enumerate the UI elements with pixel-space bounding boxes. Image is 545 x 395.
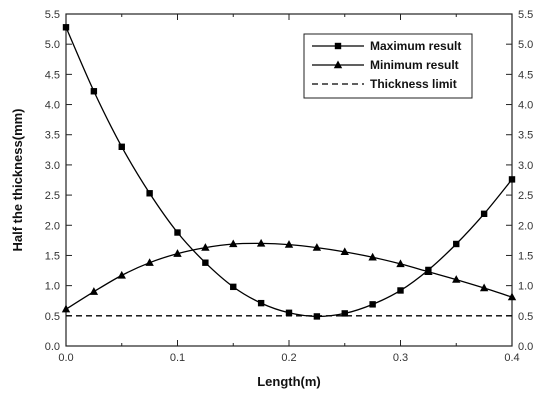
maximum-result-point xyxy=(285,309,293,316)
minimum-result-point xyxy=(145,258,154,266)
maximum-result-point xyxy=(453,240,460,248)
x-tick-label: 0.1 xyxy=(170,352,185,364)
minimum-result-point xyxy=(312,243,322,251)
y-tick-label: 1.0 xyxy=(45,281,60,293)
y-axis-label: Half the thickness(mm) xyxy=(10,108,25,251)
minimum-result-point xyxy=(368,252,377,261)
minimum-result-point xyxy=(340,247,349,256)
ticks-layer: 0.0 0.1 0.2 0.3 0.40.00.51.01.52.02.53.03.54… xyxy=(45,9,534,364)
right-y-tick-label: 4.5 xyxy=(518,69,533,81)
minimum-result-point xyxy=(201,243,210,251)
minimum-result-point xyxy=(396,259,405,268)
series-layer xyxy=(61,24,517,320)
x-tick-label: 0.2 xyxy=(281,352,296,364)
right-y-tick-label: 5.0 xyxy=(518,39,533,51)
minimum-result-point xyxy=(256,238,266,247)
right-y-tick-label: 3.5 xyxy=(518,130,533,142)
maximum-result-point xyxy=(146,190,153,197)
y-tick-label: 5.0 xyxy=(45,39,60,51)
maximum-result-point xyxy=(230,283,237,291)
right-y-tick-label: 1.5 xyxy=(518,250,533,262)
maximum-result-point xyxy=(508,176,516,183)
x-axis-label: Length(m) xyxy=(257,374,321,389)
minimum-result-point xyxy=(284,240,294,248)
legend-minimum-result-label: Minimum result xyxy=(370,58,459,72)
legend-box xyxy=(303,33,473,99)
y-tick-label: 3.5 xyxy=(45,130,60,142)
y-tick-label: 2.5 xyxy=(45,190,60,202)
right-y-tick-label: 5.5 xyxy=(518,9,533,21)
right-y-tick-label: 0.5 xyxy=(518,311,533,323)
minimum-result-point xyxy=(89,287,99,295)
y-tick-label: 0.0 xyxy=(45,341,60,353)
x-tick-label: 0.3 xyxy=(393,352,408,364)
legend-minimum-result-marker xyxy=(333,60,343,69)
legend-thickness-limit-label: Thickness limit xyxy=(370,77,457,91)
right-y-tick-label: 0.0 xyxy=(518,341,533,353)
maximum-result-point xyxy=(62,24,70,31)
y-tick-label: 0.5 xyxy=(45,311,60,323)
legend-items: Maximum result Minimum result Thickness li… xyxy=(312,39,461,91)
y-tick-label: 4.0 xyxy=(45,100,60,112)
maximum-result-point xyxy=(480,210,488,218)
minimum-result-point xyxy=(424,267,433,275)
right-y-tick-label: 2.5 xyxy=(518,190,533,202)
minimum-result-point xyxy=(479,283,489,292)
maximum-result-point xyxy=(202,259,209,266)
maximum-result-point xyxy=(90,88,98,95)
minimum-result-point xyxy=(507,292,517,301)
right-y-tick-label: 4.0 xyxy=(518,100,533,112)
legend-maximum-result-marker xyxy=(334,42,342,50)
maximum-result-point xyxy=(369,301,376,308)
maximum-result-point xyxy=(397,287,404,294)
right-y-tick-label: 1.0 xyxy=(518,281,533,293)
y-tick-label: 5.5 xyxy=(45,9,60,21)
maximum-result-point xyxy=(341,310,348,317)
right-y-tick-label: 2.0 xyxy=(518,220,533,232)
y-tick-label: 4.5 xyxy=(45,69,60,81)
minimum-result-line xyxy=(65,242,513,310)
legend-maximum-result-label: Maximum result xyxy=(370,39,461,53)
x-tick-label: 0.0 xyxy=(58,352,73,364)
maximum-result-point xyxy=(174,229,181,236)
minimum-result-point xyxy=(229,239,238,248)
minimum-result-point xyxy=(61,304,71,313)
y-tick-label: 2.0 xyxy=(45,220,60,232)
minimum-result-point xyxy=(173,249,182,257)
minimum-result-point xyxy=(117,270,126,279)
y-tick-label: 3.0 xyxy=(45,160,60,172)
right-y-tick-label: 3.0 xyxy=(518,160,533,172)
maximum-result-point xyxy=(118,143,125,150)
maximum-result-point xyxy=(257,299,265,307)
legend: Maximum result Minimum result Thickness li… xyxy=(303,33,473,99)
minimum-result-point xyxy=(452,275,461,283)
y-tick-label: 1.5 xyxy=(45,250,60,262)
x-tick-label: 0.4 xyxy=(504,352,519,364)
